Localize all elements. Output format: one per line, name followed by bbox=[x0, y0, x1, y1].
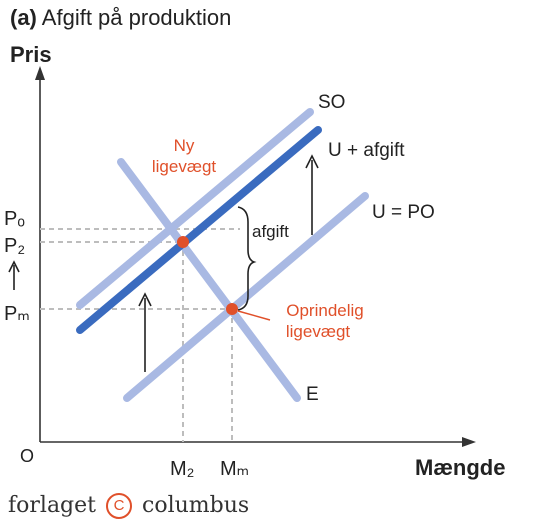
afgift-brace bbox=[237, 206, 257, 311]
tick-po: Pₒ bbox=[4, 208, 25, 230]
label-u-afgift: U + afgift bbox=[328, 140, 405, 161]
new-equilibrium-point bbox=[177, 236, 189, 248]
curve-u-po bbox=[123, 192, 369, 402]
origin-label: O bbox=[20, 446, 34, 466]
x-axis-arrow bbox=[462, 437, 476, 447]
x-axis-label: Mængde bbox=[415, 455, 505, 480]
label-afgift: afgift bbox=[252, 222, 289, 241]
label-so: SO bbox=[318, 92, 345, 113]
price-up-arrow-head bbox=[8, 260, 20, 273]
publisher-name-right: columbus bbox=[142, 493, 250, 518]
tick-mm: Mₘ bbox=[220, 458, 249, 480]
y-axis-label: Pris bbox=[10, 42, 52, 67]
original-equilibrium-label-line1: Oprindelig bbox=[286, 301, 364, 320]
new-equilibrium-label-line2: ligevægt bbox=[152, 157, 217, 176]
publisher-logo: forlaget C columbus bbox=[8, 493, 249, 519]
y-axis-arrow bbox=[35, 66, 45, 80]
title-prefix: (a) bbox=[10, 5, 37, 30]
original-equilibrium-leader bbox=[237, 310, 271, 321]
original-equilibrium-point bbox=[226, 303, 238, 315]
shift-arrow-right-head bbox=[305, 154, 319, 169]
title-text: Afgift på produktion bbox=[41, 5, 232, 30]
shift-arrow-left-head bbox=[138, 292, 152, 307]
label-e: E bbox=[306, 384, 319, 405]
new-equilibrium-label-line1: Ny bbox=[174, 136, 195, 155]
tick-pm: Pₘ bbox=[4, 303, 30, 325]
label-u-po: U = PO bbox=[372, 202, 435, 223]
publisher-name-left: forlaget bbox=[8, 493, 96, 518]
original-equilibrium-label-line2: ligevægt bbox=[286, 322, 351, 341]
copyright-icon: C bbox=[106, 493, 132, 519]
tick-p2: P₂ bbox=[4, 235, 25, 257]
diagram-title: (a) Afgift på produktion bbox=[10, 5, 231, 31]
curve-so bbox=[76, 108, 314, 309]
curve-e bbox=[117, 158, 301, 402]
curve-u-afgift bbox=[76, 126, 322, 334]
tick-m2: M₂ bbox=[170, 458, 194, 480]
